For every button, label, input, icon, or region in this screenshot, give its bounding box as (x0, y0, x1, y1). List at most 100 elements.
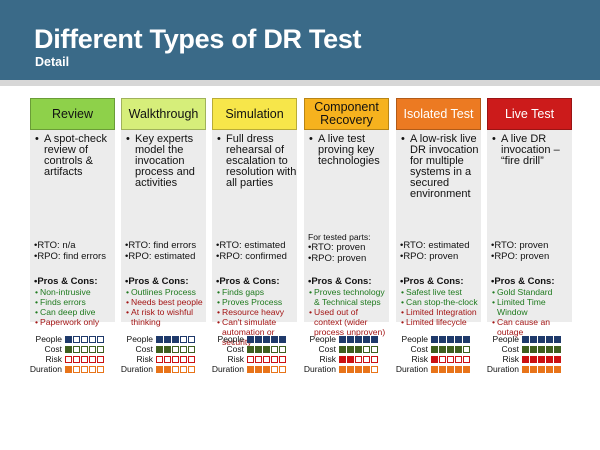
description: A live test proving key technologies (308, 134, 398, 167)
rating-square (73, 335, 80, 343)
rating-square (463, 345, 470, 353)
column-body: A live test proving key technologiesFor … (308, 134, 388, 338)
pro-item: Limited Time Window (491, 297, 571, 317)
con-item: Paperwork only (34, 317, 114, 327)
rating-square (65, 365, 72, 373)
title-bar: Different Types of DR Test Detail (0, 0, 600, 80)
test-type-column: Component Recovery A live test proving ke… (304, 98, 389, 388)
description: A low-risk live DR invocation for multip… (400, 134, 490, 200)
rto-value: •RTO: proven (491, 240, 549, 251)
rating-row: Cost (16, 344, 120, 354)
rating-square (530, 345, 537, 353)
rating-square (371, 365, 378, 373)
rating-square (263, 345, 270, 353)
con-item: Limited lifecycle (400, 317, 480, 327)
column-header: Component Recovery (304, 98, 389, 130)
pro-item: Finds errors (34, 297, 114, 307)
rating-label: Duration (120, 364, 153, 374)
rating-row: People (16, 334, 120, 344)
rating-square (180, 345, 187, 353)
pros-cons-title: •Pros & Cons: (400, 276, 464, 287)
pros-cons: •Pros & Cons:Non-intrusiveFinds errorsCa… (34, 276, 114, 327)
rating-square (247, 365, 254, 373)
test-type-column: Simulation Full dress rehearsal of escala… (212, 98, 297, 388)
rating-square (522, 365, 529, 373)
ratings-block: People Cost Risk Duration (16, 334, 120, 374)
rating-square (538, 335, 545, 343)
rating-row: Risk (473, 354, 577, 364)
ratings-block: People Cost Risk Duration (290, 334, 394, 374)
rating-label: Cost (226, 344, 244, 354)
rto-value: •RTO: n/a (34, 240, 76, 251)
rating-square (439, 355, 446, 363)
rating-square (255, 355, 262, 363)
rating-square (271, 335, 278, 343)
rating-row: Cost (382, 344, 486, 354)
rating-square (180, 335, 187, 343)
rating-square (355, 335, 362, 343)
rating-square (554, 365, 561, 373)
rating-square (279, 355, 286, 363)
description: A live DR invocation – “fire drill” (491, 134, 581, 167)
rating-square (73, 365, 80, 373)
pro-item: Proves Process (216, 297, 296, 307)
rating-square (97, 335, 104, 343)
description: Key experts model the invocation process… (125, 134, 215, 189)
rating-label: Cost (318, 344, 336, 354)
rating-square (89, 345, 96, 353)
rating-square (279, 365, 286, 373)
con-item: At risk to wishful thinking (125, 307, 205, 327)
ratings-block: People Cost Risk Duration (198, 334, 302, 374)
rto-note: For tested parts: (308, 232, 371, 242)
rating-square (180, 355, 187, 363)
rating-label: People (217, 334, 244, 344)
rating-square (188, 345, 195, 353)
rating-square (97, 365, 104, 373)
rating-row: Cost (290, 344, 394, 354)
rating-square (455, 365, 462, 373)
rating-row: Cost (107, 344, 211, 354)
rating-square (546, 335, 553, 343)
rpo-value: •RPO: estimated (125, 251, 196, 262)
divider (0, 80, 600, 86)
rating-square (447, 355, 454, 363)
rating-square (279, 335, 286, 343)
ratings-block: People Cost Risk Duration (473, 334, 577, 374)
rating-square (247, 335, 254, 343)
rating-square (81, 345, 88, 353)
rto-value: •RTO: find errors (125, 240, 197, 251)
rating-square (81, 355, 88, 363)
pro-item: Non-intrusive (34, 287, 114, 297)
column-header: Isolated Test (396, 98, 481, 130)
rating-square (363, 335, 370, 343)
column-body: A low-risk live DR invocation for multip… (400, 134, 480, 334)
rating-label: Duration (211, 364, 244, 374)
rating-square (263, 365, 270, 373)
rating-square (431, 365, 438, 373)
rating-square (156, 355, 163, 363)
rating-square (554, 355, 561, 363)
rating-square (363, 345, 370, 353)
rating-square (271, 365, 278, 373)
rating-square (271, 345, 278, 353)
test-type-column: Review A spot-check review of controls & … (30, 98, 115, 388)
rating-label: People (492, 334, 519, 344)
rating-square (431, 345, 438, 353)
rating-label: People (126, 334, 153, 344)
rating-square (156, 335, 163, 343)
rating-square (263, 355, 270, 363)
rating-square (546, 365, 553, 373)
rating-square (97, 345, 104, 353)
rating-row: Duration (198, 364, 302, 374)
rating-label: Cost (501, 344, 519, 354)
rating-row: Duration (16, 364, 120, 374)
pros-cons: •Pros & Cons:Outlines ProcessNeeds best … (125, 276, 205, 327)
rating-square (455, 355, 462, 363)
rating-square (188, 365, 195, 373)
con-item: Can cause an outage (491, 317, 571, 337)
pros-cons: •Pros & Cons:Gold StandardLimited Time W… (491, 276, 571, 337)
rating-label: Cost (135, 344, 153, 354)
rating-label: Duration (303, 364, 336, 374)
rating-label: Cost (44, 344, 62, 354)
column-header: Simulation (212, 98, 297, 130)
